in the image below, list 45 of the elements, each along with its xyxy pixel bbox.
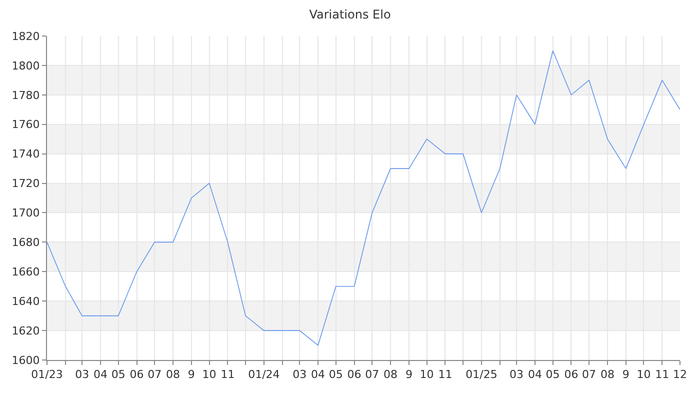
- x-tick-label: 07: [365, 368, 380, 382]
- y-tick-label: 1820: [12, 30, 40, 43]
- y-tick-label: 1620: [12, 324, 40, 338]
- x-tick-label: 08: [384, 368, 398, 382]
- x-tick-label: 11: [220, 368, 235, 382]
- x-tick-label: 12: [673, 368, 687, 382]
- x-tick-label: 9: [405, 368, 412, 382]
- y-tick-label: 1700: [12, 206, 40, 220]
- y-tick-label: 1660: [12, 265, 40, 278]
- y-tick-label: 1600: [12, 354, 40, 367]
- x-tick-label: 07: [582, 368, 596, 382]
- x-tick-label: 9: [188, 368, 195, 382]
- x-tick-label: 10: [202, 368, 216, 382]
- chart-title: Variations Elo: [309, 7, 391, 22]
- x-tick-label: 03: [75, 368, 90, 382]
- line-series: [47, 50, 680, 346]
- x-tick-label: 03: [510, 368, 524, 382]
- x-tick-label: 11: [438, 368, 452, 382]
- x-tick-label: 04: [311, 368, 326, 382]
- y-tick-label: 1720: [12, 177, 40, 190]
- x-tick-label: 10: [636, 368, 651, 382]
- y-tick-label: 1800: [12, 59, 40, 72]
- x-tick-label: 01/23: [31, 368, 63, 382]
- x-tick-label: 06: [347, 368, 362, 382]
- y-tick-label: 1760: [12, 118, 40, 132]
- y-tick-label: 1680: [12, 236, 40, 250]
- x-tick-label: 04: [93, 368, 108, 382]
- x-tick-label: 01/25: [466, 368, 498, 382]
- x-tick-label: 05: [546, 368, 560, 382]
- x-tick-label: 05: [328, 368, 343, 382]
- x-tick-label: 05: [111, 368, 126, 382]
- x-tick-label: 01/24: [248, 368, 280, 382]
- x-tick-label: 06: [564, 368, 578, 382]
- y-tick-label: 1780: [12, 88, 40, 102]
- y-tick-label: 1640: [12, 294, 40, 308]
- x-tick-label: 10: [420, 368, 434, 382]
- y-tick-label: 1740: [12, 148, 40, 161]
- x-tick-label: 03: [292, 368, 307, 382]
- x-tick-label: 11: [655, 368, 670, 382]
- x-tick-label: 9: [622, 368, 630, 382]
- x-tick-label: 08: [166, 368, 180, 382]
- x-tick-label: 04: [528, 368, 542, 382]
- x-tick-label: 06: [130, 368, 144, 382]
- x-tick-label: 07: [148, 368, 162, 382]
- x-tick-label: 08: [600, 368, 614, 382]
